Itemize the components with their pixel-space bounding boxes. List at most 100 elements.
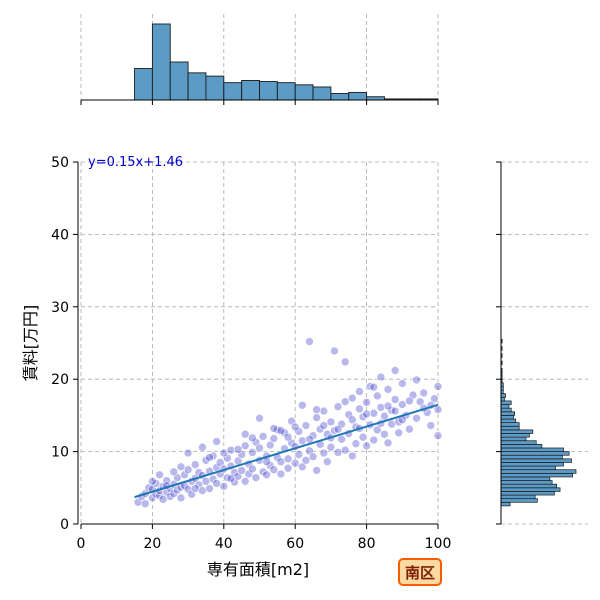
scatter-point — [319, 421, 329, 430]
scatter-point — [290, 422, 300, 432]
scatter-point — [337, 434, 346, 444]
scatter-point — [383, 385, 393, 394]
y-hist-bar — [500, 411, 515, 416]
scatter-point — [276, 469, 286, 479]
x-hist-bar — [223, 82, 243, 101]
scatter-point — [255, 413, 264, 423]
scatter-point — [183, 484, 193, 494]
scatter-point — [265, 461, 275, 470]
scatter-point — [390, 395, 400, 404]
scatter-point — [198, 486, 207, 495]
scatter-point — [248, 464, 257, 474]
scatter-point — [312, 466, 321, 475]
scatter-point — [183, 465, 193, 475]
scatter-point — [355, 387, 364, 396]
scatter-point — [162, 476, 171, 485]
y-hist-bar — [500, 429, 534, 434]
scatter-point — [212, 479, 221, 488]
scatter-point — [397, 379, 407, 388]
scatter-point — [369, 408, 379, 418]
scatter-point — [244, 469, 254, 479]
scatter-point — [397, 400, 407, 409]
scatter-point — [148, 493, 157, 503]
y-histogram — [500, 339, 577, 507]
scatter-point — [340, 445, 350, 455]
scatter-point — [169, 489, 179, 498]
scatter-point — [226, 445, 236, 455]
scatter-point — [208, 474, 218, 484]
scatter-point — [148, 476, 157, 486]
scatter-point — [390, 366, 400, 375]
scatter-point — [373, 425, 382, 435]
scatter-point — [308, 452, 318, 461]
y-hist-bar — [500, 400, 512, 405]
x-tick-label: 0 — [77, 536, 86, 552]
district-badge: 南区 — [398, 558, 442, 586]
scatter-point — [140, 499, 150, 509]
scatter-point — [212, 437, 221, 446]
scatter-point — [348, 451, 357, 461]
y-tick-label: 0 — [60, 517, 69, 533]
y-tick-label: 10 — [51, 445, 69, 461]
scatter-point — [319, 406, 329, 416]
scatter-point — [219, 482, 229, 491]
scatter-point — [351, 439, 361, 448]
y-hist-bar — [500, 454, 563, 460]
scatter-point — [223, 473, 232, 482]
scatter-point — [298, 400, 307, 410]
x-tick-label: 20 — [143, 536, 161, 552]
x-tick-label: 100 — [425, 536, 452, 552]
regression-equation: y=0.15x+1.46 — [88, 155, 183, 170]
scatter-point — [283, 463, 293, 473]
x-hist-bar — [134, 68, 153, 101]
scatter-point — [290, 458, 300, 468]
scatter-point — [319, 448, 329, 458]
y-hist-bar — [500, 422, 520, 427]
x-axis-title: 専有面積[m2] — [207, 560, 309, 579]
scatter-point — [201, 455, 211, 465]
scatter-point — [412, 375, 421, 385]
scatter-point — [326, 417, 336, 427]
scatter-point — [226, 474, 236, 483]
x-tick-label: 60 — [286, 536, 304, 552]
y-hist-bar — [500, 472, 573, 478]
scatter-point — [405, 424, 414, 434]
scatter-point — [258, 467, 268, 477]
scatter-point — [269, 434, 279, 443]
scatter-point — [415, 397, 425, 406]
scatter-point — [190, 460, 200, 469]
scatter-point — [430, 394, 439, 404]
scatter-point — [333, 402, 343, 412]
scatter-point — [369, 435, 379, 445]
scatter-point — [315, 424, 325, 434]
scatter-point — [394, 428, 404, 438]
scatter-point — [180, 470, 189, 480]
scatter-point — [387, 419, 396, 429]
scatter-point — [337, 419, 346, 429]
x-hist-bar — [169, 61, 189, 101]
scatter-point — [251, 473, 261, 482]
y-hist-bar — [500, 418, 517, 423]
y-hist-bar — [500, 494, 536, 500]
scatter-point — [240, 441, 250, 451]
scatter-point — [426, 421, 436, 430]
scatter-point — [276, 426, 286, 435]
scatter-point — [333, 424, 343, 434]
scatter-point — [240, 476, 250, 486]
scatter-point — [362, 441, 371, 451]
scatter-point — [358, 412, 368, 422]
x-hist-bar — [312, 86, 332, 101]
scatter-point — [248, 433, 257, 443]
scatter-point — [301, 455, 311, 465]
y-hist-bar — [500, 476, 551, 481]
scatter-point — [387, 406, 396, 415]
scatter-point — [326, 442, 336, 452]
scatter-point — [358, 432, 368, 442]
y-hist-bar — [500, 491, 555, 496]
y-tick-label: 40 — [51, 227, 69, 243]
scatter-point — [330, 346, 339, 356]
scatter-point — [198, 442, 207, 452]
scatter-point — [433, 405, 443, 414]
y-hist-bar — [500, 440, 537, 445]
